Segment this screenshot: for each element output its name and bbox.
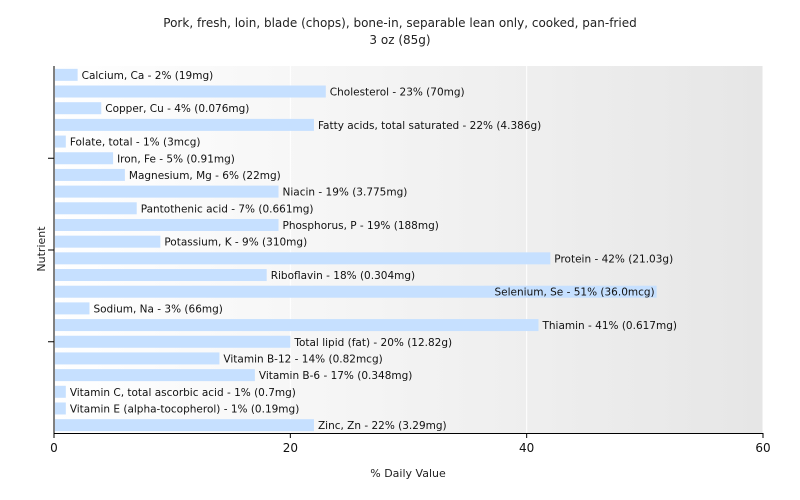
bar-label: Thiamin - 41% (0.617mg) bbox=[541, 320, 677, 332]
bars bbox=[55, 68, 657, 432]
bar bbox=[55, 269, 267, 282]
bar-label: Fatty acids, total saturated - 22% (4.38… bbox=[318, 120, 541, 132]
bar bbox=[55, 102, 102, 115]
bar-label: Vitamin C, total ascorbic acid - 1% (0.7… bbox=[70, 387, 296, 399]
bar bbox=[55, 369, 255, 382]
x-tick-label: 40 bbox=[519, 441, 534, 455]
bar bbox=[55, 85, 326, 98]
chart-subtitle: 3 oz (85g) bbox=[369, 33, 430, 47]
x-tick-label: 0 bbox=[50, 441, 58, 455]
bar bbox=[55, 385, 66, 398]
bar bbox=[55, 285, 657, 298]
bar bbox=[55, 335, 291, 348]
bar bbox=[55, 135, 66, 148]
bar-label: Protein - 42% (21.03g) bbox=[554, 253, 673, 265]
bar-labels: Calcium, Ca - 2% (19mg) Cholesterol - 23%… bbox=[70, 70, 677, 432]
bar-label: Riboflavin - 18% (0.304mg) bbox=[271, 270, 415, 282]
bar-label: Vitamin B-12 - 14% (0.82mcg) bbox=[223, 353, 382, 365]
bar-label: Pantothenic acid - 7% (0.661mg) bbox=[141, 203, 314, 215]
bar-label: Selenium, Se - 51% (36.0mcg) bbox=[495, 287, 655, 299]
x-axis-label: % Daily Value bbox=[370, 467, 446, 480]
bar bbox=[55, 419, 314, 432]
bar-label: Total lipid (fat) - 20% (12.82g) bbox=[293, 337, 452, 349]
bar bbox=[55, 252, 551, 265]
bar-label: Phosphorus, P - 19% (188mg) bbox=[283, 220, 439, 232]
y-axis-label: Nutrient bbox=[35, 226, 48, 272]
bar-label: Iron, Fe - 5% (0.91mg) bbox=[117, 153, 235, 165]
chart-title: Pork, fresh, loin, blade (chops), bone-i… bbox=[163, 16, 636, 30]
bar bbox=[55, 319, 539, 332]
bar bbox=[55, 168, 125, 181]
bar-label: Potassium, K - 9% (310mg) bbox=[164, 237, 307, 249]
bar-label: Copper, Cu - 4% (0.076mg) bbox=[105, 103, 249, 115]
bar-label: Cholesterol - 23% (70mg) bbox=[330, 87, 465, 99]
bar-label: Vitamin E (alpha-tocopherol) - 1% (0.19m… bbox=[70, 403, 299, 415]
axes bbox=[48, 66, 764, 438]
x-tick-labels: 0 20 40 60 bbox=[50, 441, 770, 455]
x-tick-label: 20 bbox=[283, 441, 298, 455]
bar bbox=[55, 302, 90, 315]
bar-label: Magnesium, Mg - 6% (22mg) bbox=[129, 170, 281, 182]
bar bbox=[55, 235, 161, 248]
bar-label: Sodium, Na - 3% (66mg) bbox=[93, 303, 222, 315]
bar-label: Zinc, Zn - 22% (3.29mg) bbox=[318, 420, 447, 432]
bar-label: Calcium, Ca - 2% (19mg) bbox=[82, 70, 214, 82]
bar-label: Folate, total - 1% (3mcg) bbox=[70, 137, 201, 149]
bar bbox=[55, 402, 66, 415]
bar bbox=[55, 202, 137, 215]
bar bbox=[55, 68, 78, 81]
bar bbox=[55, 218, 279, 231]
bar-label: Vitamin B-6 - 17% (0.348mg) bbox=[259, 370, 413, 382]
bar bbox=[55, 185, 279, 198]
bar bbox=[55, 352, 220, 365]
bar bbox=[55, 118, 314, 131]
bar bbox=[55, 152, 114, 165]
x-tick-label: 60 bbox=[755, 441, 770, 455]
bar-label: Niacin - 19% (3.775mg) bbox=[283, 187, 408, 199]
